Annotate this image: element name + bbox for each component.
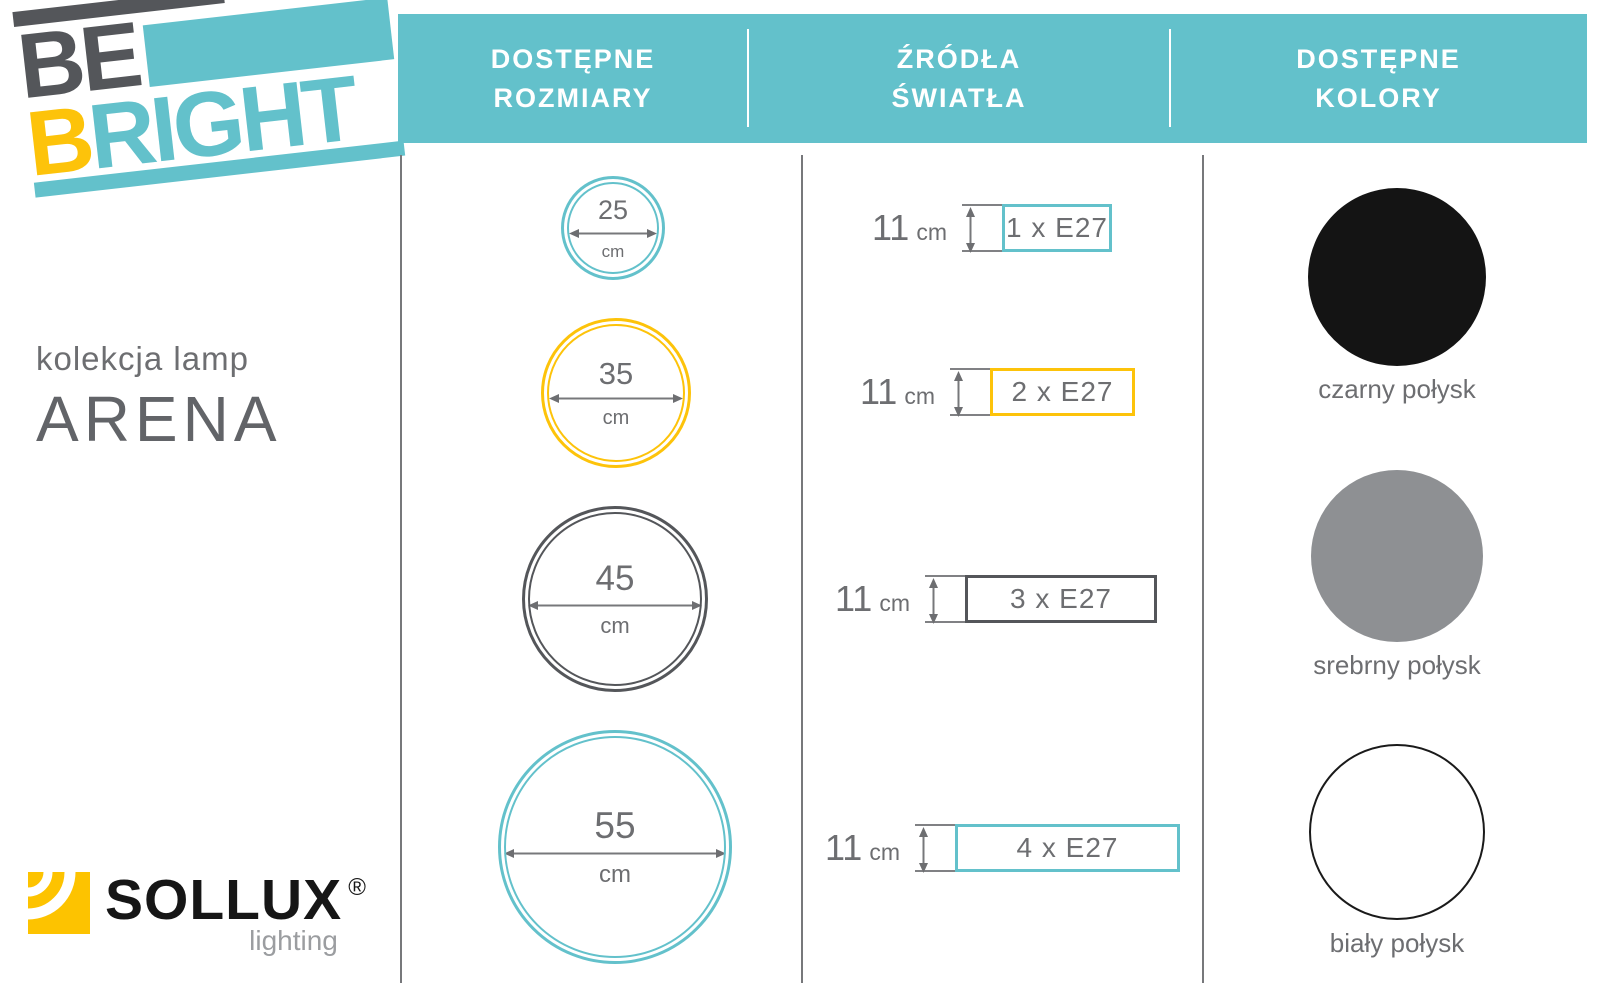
- size-value: 25: [597, 194, 629, 225]
- light-source-row-1: 11 cm 1 x E27: [852, 204, 1112, 253]
- finish-swatch: [1311, 470, 1483, 642]
- height-unit: cm: [869, 839, 900, 865]
- height-unit: cm: [904, 383, 935, 409]
- sollux-logo: SOLLUX ® lighting: [28, 872, 366, 957]
- height-arrow-icon: [966, 207, 975, 253]
- finish-silver: srebrny połysk: [1287, 470, 1507, 681]
- height-label: 11 cm: [812, 830, 900, 866]
- finish-swatch: [1309, 744, 1485, 920]
- height-value: 11: [859, 371, 898, 412]
- table-header: DOSTĘPNE ROZMIARY ŹRÓDŁA ŚWIATŁA DOSTĘPN…: [398, 14, 1587, 143]
- header-sizes-line1: DOSTĘPNE: [490, 43, 656, 74]
- collection-label: kolekcja lamp: [36, 340, 249, 377]
- size-unit: cm: [601, 241, 625, 261]
- collection-name: ARENA: [36, 383, 282, 455]
- size-value: 55: [594, 805, 636, 846]
- sollux-name: SOLLUX: [105, 868, 343, 932]
- finish-name: srebrny połysk: [1313, 650, 1481, 680]
- height-label: 11 cm: [845, 374, 935, 410]
- height-value: 11: [834, 578, 873, 619]
- diameter-arrow-icon: [504, 849, 726, 858]
- finish-white: biały połysk: [1287, 744, 1507, 959]
- socket-box: 2 x E27: [990, 368, 1135, 416]
- height-arrow-icon: [919, 827, 928, 873]
- size-unit: cm: [599, 861, 631, 888]
- light-source-row-3: 11 cm 3 x E27: [822, 575, 1157, 624]
- registered-mark: ®: [348, 874, 366, 901]
- height-label: 11 cm: [822, 581, 910, 617]
- socket-box: 3 x E27: [965, 575, 1157, 623]
- socket-box: 4 x E27: [955, 824, 1180, 872]
- socket-box: 1 x E27: [1002, 204, 1112, 252]
- sollux-light-icon: [28, 872, 90, 934]
- size-unit: cm: [602, 407, 630, 429]
- measure-extension: [950, 368, 990, 417]
- diameter-arrow-icon: [528, 601, 702, 610]
- measure-extension: [915, 824, 955, 873]
- size-value: 35: [598, 356, 634, 391]
- light-source-row-2: 11 cm 2 x E27: [845, 368, 1135, 417]
- sollux-wordmark: SOLLUX ® lighting: [105, 872, 366, 957]
- header-divider: [747, 29, 749, 127]
- diameter-arrow-icon: [569, 228, 657, 238]
- column-divider: [400, 155, 402, 983]
- finish-swatch: [1308, 188, 1486, 366]
- size-circle-45cm: 45 cm: [522, 506, 708, 692]
- height-unit: cm: [916, 219, 947, 245]
- measure-extension: [962, 204, 1002, 253]
- header-light-line2: ŚWIATŁA: [891, 82, 1027, 113]
- size-circle-55cm: 55 cm: [498, 730, 732, 964]
- size-unit: cm: [600, 613, 630, 638]
- finish-name: czarny połysk: [1318, 374, 1476, 404]
- collection-title: kolekcja lamp ARENA: [36, 340, 282, 456]
- sollux-tagline: lighting: [249, 925, 338, 956]
- height-label: 11 cm: [852, 210, 947, 246]
- header-sizes-line2: ROZMIARY: [493, 82, 653, 113]
- measure-extension: [925, 575, 965, 624]
- header-divider: [1169, 29, 1171, 127]
- finish-black: czarny połysk: [1287, 188, 1507, 405]
- size-circle-35cm: 35 cm: [541, 318, 691, 468]
- be-bright-logo: BE BRIGHT: [12, 0, 415, 235]
- header-light-sources: ŹRÓDŁA ŚWIATŁA: [748, 14, 1170, 143]
- header-colors-line2: KOLORY: [1315, 82, 1442, 113]
- height-arrow-icon: [929, 578, 938, 624]
- header-colors-line1: DOSTĘPNE: [1296, 43, 1461, 74]
- size-circle-25cm: 25 cm: [561, 176, 665, 280]
- column-divider: [1202, 155, 1204, 983]
- header-colors: DOSTĘPNE KOLORY: [1170, 14, 1587, 143]
- size-value: 45: [595, 559, 635, 598]
- column-divider: [801, 155, 803, 983]
- height-arrow-icon: [954, 371, 963, 417]
- height-value: 11: [824, 827, 863, 868]
- finish-name: biały połysk: [1329, 928, 1465, 958]
- header-light-line1: ŹRÓDŁA: [896, 43, 1022, 74]
- height-unit: cm: [879, 590, 910, 616]
- height-value: 11: [871, 207, 910, 248]
- header-sizes: DOSTĘPNE ROZMIARY: [398, 14, 748, 143]
- light-source-row-4: 11 cm 4 x E27: [812, 824, 1180, 873]
- diameter-arrow-icon: [549, 394, 683, 403]
